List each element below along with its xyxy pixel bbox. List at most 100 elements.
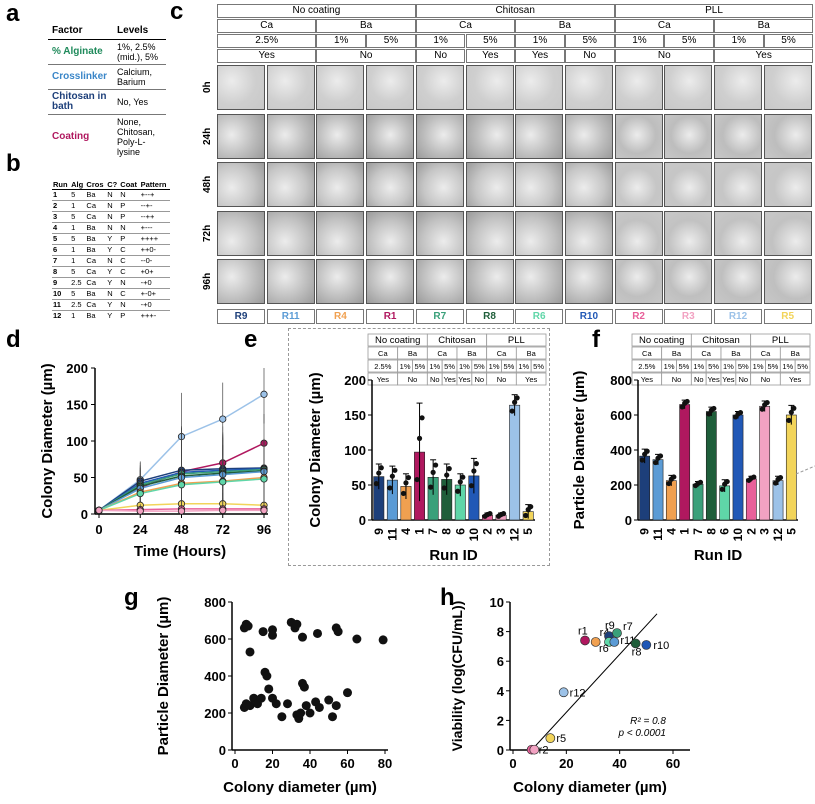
- header-text: Yes: [525, 375, 537, 384]
- data-dot: [473, 461, 479, 467]
- table-b-cell: ++++: [139, 233, 170, 245]
- data-point: [260, 475, 268, 483]
- bar: [705, 411, 717, 521]
- data-dot: [751, 474, 757, 480]
- y-tick-label: 800: [610, 373, 632, 388]
- data-dot: [528, 504, 534, 510]
- run-label: R1: [366, 309, 415, 324]
- microscopy-image: [614, 259, 663, 304]
- alginate-header: 5%: [564, 34, 615, 48]
- microscopy-image: [366, 162, 415, 207]
- y-tick-label: 200: [610, 478, 632, 493]
- data-point: [264, 684, 274, 694]
- table-b-cell: N: [106, 200, 120, 212]
- bar: [772, 480, 784, 521]
- table-b-cell: Y: [106, 266, 120, 278]
- table-b-row: 7 1 Ca N C --0-: [52, 255, 170, 267]
- microscopy-image: [614, 113, 663, 159]
- table-b-row: 5 5 Ba Y P ++++: [52, 233, 170, 245]
- microscopy-image: [366, 259, 415, 304]
- data-point: [292, 619, 302, 629]
- microscopy-image: [217, 113, 265, 159]
- table-b-cell: N: [106, 288, 120, 300]
- data-point: [299, 682, 309, 692]
- bar: [639, 455, 651, 521]
- y-tick-label: 600: [204, 632, 226, 647]
- data-point: [333, 627, 343, 637]
- data-dot: [523, 512, 529, 519]
- header-text: 5%: [474, 362, 485, 371]
- x-tick-label: 40: [612, 756, 626, 771]
- time-row-label: 24h: [202, 127, 213, 145]
- data-dot: [433, 462, 439, 468]
- microscopy-image: [316, 210, 365, 256]
- table-b-cell: C: [119, 255, 140, 267]
- time-row-label: 48h: [202, 175, 213, 194]
- table-b-cell: 8: [52, 266, 71, 278]
- data-point: [313, 628, 322, 638]
- header-text: Ba: [408, 349, 418, 358]
- point-label: r2: [539, 745, 549, 757]
- header-text: 5%: [414, 362, 425, 371]
- header-text: 5%: [503, 362, 514, 371]
- data-point: [590, 637, 601, 647]
- header-cell: [750, 333, 811, 347]
- data-point: [256, 693, 266, 703]
- x-tick-label: 11: [651, 528, 665, 541]
- header-text: Ca: [437, 349, 447, 358]
- x-tick-label: 1: [413, 528, 427, 535]
- data-dot: [414, 476, 420, 483]
- microscopy-image: [763, 259, 812, 304]
- panel-letter-e: e: [244, 326, 258, 353]
- x-tick-label: 10: [467, 528, 481, 542]
- table-b-row: 1 5 Ba N N +--+: [52, 189, 170, 201]
- point-label: r9: [605, 620, 615, 632]
- microscopy-image: [266, 65, 315, 110]
- x-tick-label: 0: [509, 756, 516, 771]
- panel-letter-f: f: [592, 326, 600, 353]
- panel-letter-g: g: [124, 584, 139, 611]
- table-b-cell: N: [119, 222, 140, 234]
- data-dot: [444, 472, 450, 478]
- table-b-cell: Ba: [85, 244, 107, 256]
- data-dot: [416, 435, 423, 441]
- panel-h-scatter-chart: 0 2 4 6 8 10 0 20 40 60 Colony diameter (µm) Viabil…: [449, 595, 690, 796]
- x-tick-label: 20: [559, 756, 573, 771]
- y-tick-label: 800: [204, 595, 226, 610]
- zoom-dashed-box: [288, 328, 550, 566]
- point-label: r10: [653, 640, 669, 652]
- alginate-header: 1%: [614, 34, 665, 48]
- data-point: [277, 712, 287, 722]
- x-axis-label: Time (Hours): [134, 543, 226, 560]
- microscopy-image: [564, 113, 613, 159]
- bar: [665, 480, 677, 521]
- table-b-cell: +++-: [139, 310, 170, 321]
- y-tick-label: 400: [610, 443, 632, 458]
- data-point: [301, 701, 311, 711]
- point-label: r4: [600, 627, 610, 639]
- data-point: [95, 506, 103, 514]
- table-b-cell: N: [106, 255, 120, 267]
- x-tick-label: 7: [426, 528, 440, 535]
- x-tick-label: 3: [494, 528, 508, 535]
- data-dot: [468, 483, 474, 489]
- table-b-cell: 1: [70, 222, 86, 234]
- table-b-row: 3 5 Ca N P --++: [52, 211, 170, 223]
- alginate-header: 2.5%: [217, 34, 317, 48]
- alginate-header: 5%: [664, 34, 714, 48]
- data-dot: [679, 404, 685, 410]
- y-tick-label: 200: [204, 706, 226, 721]
- data-dot: [446, 466, 452, 472]
- data-point: [558, 687, 569, 698]
- run-label: R6: [515, 309, 564, 324]
- header-text: No: [408, 375, 418, 384]
- table-b-row: 12 1 Ba Y P +++-: [52, 310, 170, 321]
- bath-header: No: [415, 49, 466, 63]
- bar: [679, 404, 691, 521]
- bar: [692, 483, 704, 521]
- table-b-cell: 10: [52, 288, 71, 300]
- data-point: [545, 733, 556, 744]
- table-a-row: Chitosan in bath No, Yes: [48, 89, 166, 115]
